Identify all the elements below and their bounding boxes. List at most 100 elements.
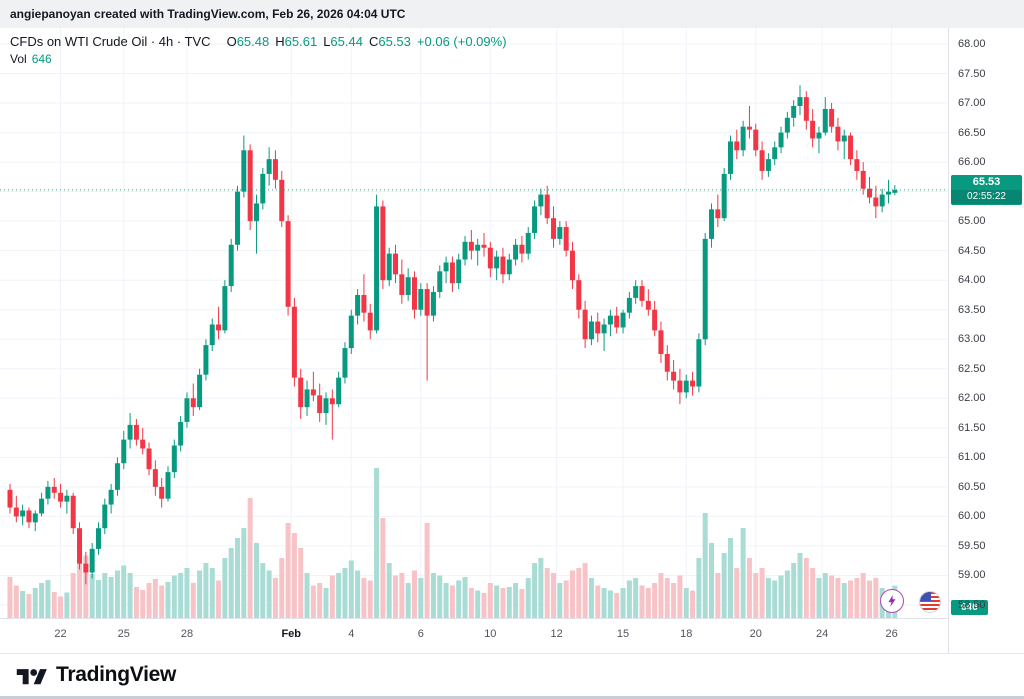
- flag-button[interactable]: [919, 591, 941, 613]
- volume-bar: [83, 555, 89, 618]
- volume-bar: [633, 578, 639, 618]
- volume-bar: [652, 583, 658, 618]
- volume-bar: [70, 573, 76, 618]
- brand-wordmark[interactable]: TradingView: [56, 663, 177, 686]
- volume-badge: 646: [951, 600, 988, 615]
- candle: [260, 168, 266, 210]
- candle: [26, 507, 32, 529]
- candle: [620, 309, 626, 334]
- candle: [873, 185, 879, 219]
- candle: [121, 430, 127, 470]
- high-value: 65.61: [284, 34, 318, 49]
- price-axis[interactable]: 65.53 02:55:22 646 68.00 67.50 67.00 66.50 6…: [948, 28, 1024, 653]
- tradingview-logo[interactable]: [16, 664, 48, 686]
- candle: [639, 280, 645, 307]
- candle: [298, 368, 304, 419]
- volume-bar: [386, 563, 392, 618]
- last-price-badge: 65.53 02:55:22: [951, 174, 1022, 205]
- attribution-text: angiepanoyan created with TradingView.co…: [10, 7, 406, 21]
- candle: [803, 91, 809, 130]
- price-tick-label: 64.50: [958, 244, 986, 257]
- volume-bar: [867, 580, 873, 618]
- volume-bar: [500, 588, 506, 618]
- candle: [677, 368, 683, 405]
- price-tick-label: 66.50: [958, 126, 986, 139]
- volume-bar: [841, 583, 847, 618]
- candle: [32, 510, 38, 532]
- candle: [557, 221, 563, 245]
- volume-bar: [405, 583, 411, 618]
- volume-bar: [639, 585, 645, 618]
- candle: [380, 200, 386, 290]
- volume-bar: [563, 580, 569, 618]
- time-axis[interactable]: 22 25 28 Feb 4 6 10 12 15 18 20 24 26: [0, 619, 948, 653]
- candle: [746, 106, 752, 139]
- volume-bar: [260, 563, 266, 618]
- high-label: H: [275, 34, 285, 49]
- candle: [835, 117, 841, 151]
- candle: [393, 244, 399, 284]
- candle: [209, 318, 215, 352]
- volume-bar: [860, 573, 866, 618]
- candle: [291, 297, 297, 387]
- lightning-button[interactable]: [880, 589, 904, 613]
- candle: [721, 168, 727, 222]
- low-label: L: [323, 34, 331, 49]
- candle: [671, 359, 677, 390]
- price-tick-label: 63.00: [958, 333, 986, 346]
- volume-bar: [184, 568, 190, 618]
- candle: [715, 194, 721, 228]
- volume-bar: [468, 588, 474, 618]
- volume-bar: [266, 570, 272, 618]
- volume-bar: [626, 580, 632, 618]
- candle: [759, 141, 765, 180]
- candle: [544, 185, 550, 225]
- price-tick-label: 61.00: [958, 451, 986, 464]
- change-value: +0.06 (+0.09%): [416, 34, 507, 49]
- candle: [266, 147, 272, 186]
- candle: [709, 203, 715, 248]
- candle: [222, 280, 228, 334]
- candle: [83, 551, 89, 585]
- last-price-value: 65.53: [972, 175, 1001, 188]
- candle: [765, 153, 771, 177]
- volume-bar: [778, 575, 784, 618]
- volume-bar: [607, 590, 613, 618]
- time-tick-label: Feb: [281, 628, 302, 640]
- candle: [51, 478, 57, 499]
- volume-bar: [538, 558, 544, 618]
- time-tick-label: 6: [417, 628, 424, 640]
- volume-bar: [39, 583, 45, 618]
- candle: [247, 144, 253, 231]
- candle: [569, 241, 575, 290]
- time-tick-label: 10: [484, 628, 497, 640]
- candle: [506, 253, 512, 281]
- symbol-title[interactable]: CFDs on WTI Crude Oil · 4h · TVC: [10, 34, 211, 49]
- candle: [772, 141, 778, 166]
- candle: [848, 132, 854, 166]
- candle: [525, 227, 531, 260]
- volume-bar: [702, 513, 708, 618]
- volume-bar: [784, 570, 790, 618]
- volume-bar: [424, 523, 430, 618]
- candles-layer: [7, 85, 898, 585]
- candle: [20, 504, 26, 526]
- candle: [860, 162, 866, 195]
- volume-bar: [519, 589, 525, 618]
- volume-bar: [95, 580, 101, 618]
- volume-bar: [355, 570, 361, 618]
- volume-bar: [721, 553, 727, 618]
- volume-bar: [475, 590, 481, 618]
- footer-bar: TradingView: [0, 653, 1024, 699]
- candle: [386, 247, 392, 287]
- volume-bar: [159, 585, 165, 618]
- time-tick-label: 22: [54, 628, 67, 640]
- lightning-icon: [888, 595, 896, 607]
- bar-countdown: 02:55:22: [951, 189, 1022, 204]
- candle: [829, 103, 835, 133]
- candlestick-chart[interactable]: [0, 28, 948, 618]
- candle: [854, 150, 860, 180]
- price-tick-label: 60.50: [958, 480, 986, 493]
- volume-bar: [77, 563, 83, 618]
- candle: [114, 457, 120, 496]
